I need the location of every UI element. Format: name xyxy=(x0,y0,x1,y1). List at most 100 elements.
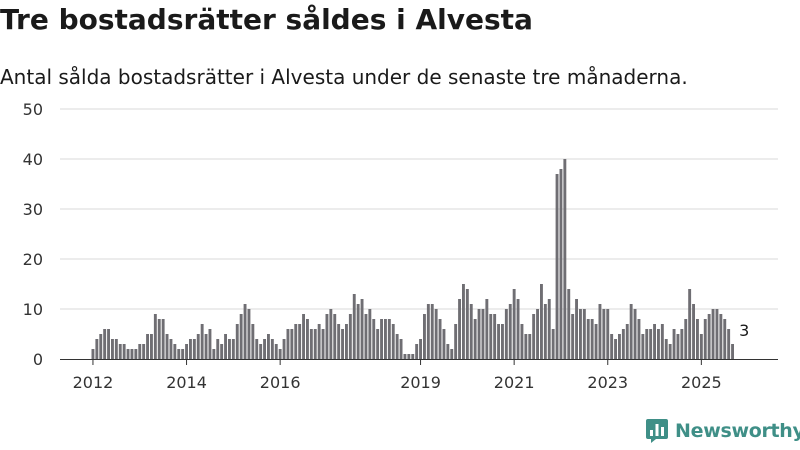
bar xyxy=(403,354,407,359)
bar xyxy=(586,319,590,359)
bar xyxy=(395,334,399,359)
bar xyxy=(329,309,333,359)
bar xyxy=(407,354,411,359)
y-tick-label: 30 xyxy=(23,200,43,219)
bar xyxy=(423,314,426,359)
bar xyxy=(688,289,692,359)
bar xyxy=(290,329,294,359)
bar xyxy=(711,309,715,359)
x-tick-label: 2014 xyxy=(166,373,207,392)
bar xyxy=(282,339,286,359)
bar xyxy=(200,324,204,359)
chart-title: Tre bostadsrätter såldes i Alvesta xyxy=(0,3,533,36)
bar xyxy=(524,334,528,359)
bar xyxy=(146,334,149,359)
bar xyxy=(664,339,668,359)
bar xyxy=(337,324,341,359)
bar xyxy=(306,319,309,359)
bar xyxy=(212,349,216,359)
bar xyxy=(699,334,703,359)
bar xyxy=(317,324,321,359)
bar xyxy=(360,299,364,359)
bar xyxy=(731,344,734,359)
chart-subtitle: Antal sålda bostadsrätter i Alvesta unde… xyxy=(0,65,688,89)
bar xyxy=(294,324,298,359)
bar xyxy=(454,324,458,359)
bar xyxy=(438,319,442,359)
bar xyxy=(91,349,95,359)
bar xyxy=(228,339,231,359)
bars xyxy=(91,159,734,359)
bar xyxy=(270,339,274,359)
bar xyxy=(169,339,173,359)
y-tick-label: 10 xyxy=(23,300,43,319)
bar xyxy=(477,309,481,359)
x-tick-label: 2019 xyxy=(400,373,441,392)
bar xyxy=(239,314,243,359)
bar xyxy=(520,324,524,359)
bar xyxy=(555,174,559,359)
bar xyxy=(594,324,598,359)
bar xyxy=(216,339,220,359)
bar xyxy=(442,329,446,359)
bar xyxy=(173,344,177,359)
bar xyxy=(707,314,711,359)
bar xyxy=(543,304,547,359)
bar xyxy=(372,319,376,359)
bar xyxy=(660,324,664,359)
bar xyxy=(657,329,660,359)
bar xyxy=(415,344,419,359)
bar xyxy=(684,319,688,359)
bar xyxy=(118,344,122,359)
bar xyxy=(723,319,727,359)
bar xyxy=(567,289,571,359)
brand-name: Newsworthy xyxy=(675,420,800,442)
bar xyxy=(181,349,185,359)
bar-chart: 0 10 20 30 40 50 2012 2014 2016 2019 2021 2023 2025… xyxy=(23,100,778,392)
bar xyxy=(426,304,430,359)
bar xyxy=(633,309,637,359)
bar xyxy=(547,299,551,359)
y-tick-label: 50 xyxy=(23,100,43,119)
bar xyxy=(333,314,337,359)
bar xyxy=(618,334,621,359)
bar xyxy=(278,349,282,359)
x-tick-label: 2016 xyxy=(260,373,301,392)
bar xyxy=(274,344,278,359)
bar xyxy=(267,334,270,359)
bar xyxy=(130,349,134,359)
bar xyxy=(645,329,649,359)
bar xyxy=(532,314,536,359)
bar xyxy=(598,304,602,359)
bar xyxy=(107,329,110,359)
bar xyxy=(298,324,302,359)
bar xyxy=(692,304,695,359)
y-tick-label: 40 xyxy=(23,150,43,169)
bar xyxy=(516,299,520,359)
bar xyxy=(419,339,422,359)
bar xyxy=(387,319,391,359)
bar xyxy=(255,339,259,359)
bar xyxy=(450,349,454,359)
y-tick-label: 20 xyxy=(23,250,43,269)
x-tick-label: 2021 xyxy=(494,373,535,392)
bar xyxy=(341,329,344,359)
bar xyxy=(103,329,107,359)
bar xyxy=(161,319,165,359)
bar xyxy=(111,339,114,359)
bar xyxy=(286,329,290,359)
bar xyxy=(325,314,329,359)
bar xyxy=(559,169,563,359)
bar xyxy=(625,324,629,359)
bar xyxy=(185,344,188,359)
bar xyxy=(376,329,380,359)
bar xyxy=(493,314,497,359)
bar xyxy=(177,349,181,359)
bar xyxy=(528,334,532,359)
bar xyxy=(165,334,169,359)
bar xyxy=(668,344,672,359)
bar xyxy=(122,344,126,359)
x-axis: 2012 2014 2016 2019 2021 2023 2025 xyxy=(60,359,778,392)
bar xyxy=(231,339,235,359)
bar xyxy=(497,324,500,359)
